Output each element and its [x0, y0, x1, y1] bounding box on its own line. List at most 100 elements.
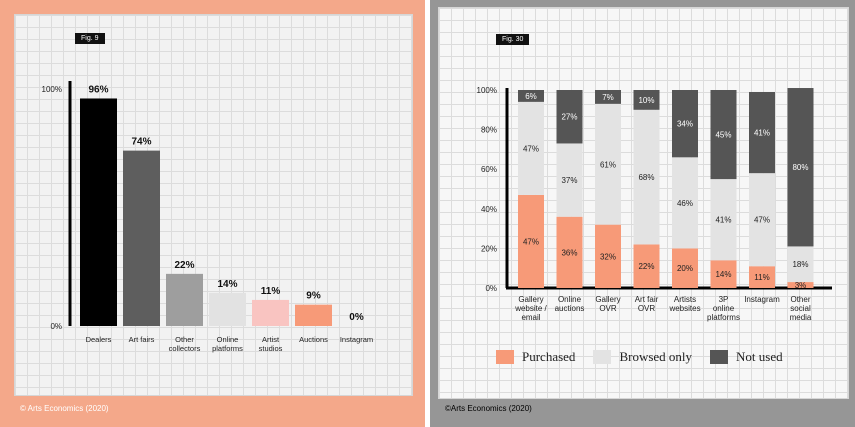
fig30-x-label-artists-websites-1: Artists — [674, 295, 696, 304]
fig30-segment-gallery-ovr-browsed-only — [595, 103, 621, 225]
fig30-y-tick-60: 60% — [481, 165, 497, 174]
fig30-segment-gallery-website-email-browsed-only — [518, 101, 544, 195]
fig9-x-label-dealers: Dealers — [86, 335, 112, 344]
fig30-segment-3p-online-platforms-browsed-only — [710, 179, 737, 261]
panel-divider — [425, 0, 430, 427]
fig9-bar-artist-studios — [252, 299, 289, 326]
fig30-value-label-art-fair-ovr-not-used: 10% — [638, 96, 654, 105]
fig9-y-tick-0: 0% — [50, 322, 62, 331]
fig30-x-label-instagram: Instagram — [744, 295, 780, 304]
credit-right: ©Arts Economics (2020) — [445, 404, 532, 413]
fig9-x-label-other-collectors-2: collectors — [169, 344, 201, 353]
fig30-y-tick-0: 0% — [485, 284, 497, 293]
fig30-x-label-gallery-website-email-2: website / — [514, 304, 547, 313]
fig30-value-label-artists-websites-browsed-only: 46% — [677, 199, 693, 208]
fig30-x-label-online-auctions-1: Online — [558, 295, 582, 304]
legend-swatch-browsed — [593, 350, 612, 364]
fig30-value-label-gallery-ovr-purchased: 32% — [600, 252, 616, 261]
fig9-bar-dealers — [80, 98, 117, 326]
fig9-y-tick-100: 100% — [42, 85, 62, 94]
fig30-x-label-other-social-media-2: social — [790, 304, 811, 313]
fig30-x-label-other-social-media-3: media — [790, 313, 812, 322]
left-panel: Fig. 9 100% 0% 96% Dealers 74% Art fairs 22% Ot… — [0, 0, 425, 427]
fig30-x-label-art-fair-ovr-1: Art fair — [635, 295, 659, 304]
fig9-x-label-instagram: Instagram — [340, 335, 373, 344]
fig30-value-label-3p-online-platforms-browsed-only: 41% — [715, 216, 731, 225]
fig9-value-label-art-fairs: 74% — [131, 137, 151, 148]
fig30-y-tick-100: 100% — [477, 86, 497, 95]
legend-item-browsed: Browsed only — [593, 349, 692, 365]
legend-swatch-purchased — [496, 350, 514, 364]
fig30-x-label-gallery-ovr-1: Gallery — [595, 295, 620, 304]
fig30-x-label-art-fair-ovr-2: OVR — [638, 304, 656, 313]
fig9-x-label-artist-studios-2: studios — [259, 344, 283, 353]
fig30-value-label-instagram-not-used: 41% — [754, 129, 770, 138]
legend-label-browsed: Browsed only — [619, 349, 693, 364]
fig30-value-label-gallery-website-email-not-used: 6% — [525, 92, 537, 101]
fig30-value-label-instagram-browsed-only: 47% — [754, 216, 770, 225]
fig30-segment-instagram-not-used — [749, 91, 775, 174]
fig30-value-label-other-social-media-purchased: 3% — [795, 281, 807, 290]
fig30-x-label-3p-online-platforms-1: 3P — [719, 295, 729, 304]
fig30-segment-online-auctions-not-used — [556, 90, 583, 144]
fig30-x-label-3p-online-platforms-3: platforms — [707, 313, 740, 322]
fig30-x-label-gallery-website-email-1: Gallery — [518, 295, 543, 304]
fig30-value-label-online-auctions-purchased: 36% — [561, 248, 577, 257]
fig30-value-label-3p-online-platforms-purchased: 14% — [715, 270, 731, 279]
fig9-value-label-artist-studios: 11% — [261, 286, 281, 297]
fig9-value-label-other-collectors: 22% — [174, 260, 194, 271]
fig30-segment-online-auctions-browsed-only — [556, 143, 583, 217]
fig9-value-label-online-platforms: 14% — [217, 279, 237, 290]
fig30-value-label-gallery-ovr-browsed-only: 61% — [600, 160, 616, 169]
fig30-segment-other-social-media-browsed-only — [787, 246, 814, 283]
fig30-value-label-artists-websites-not-used: 34% — [677, 120, 693, 129]
fig30-value-label-other-social-media-browsed-only: 18% — [792, 260, 808, 269]
fig30-segment-instagram-purchased — [749, 266, 775, 288]
fig30-segment-gallery-ovr-purchased — [595, 224, 621, 288]
fig9-bar-auctions — [295, 304, 332, 326]
fig30-segment-art-fair-ovr-not-used — [633, 90, 660, 110]
right-panel: Fig. 30 0% 20% 40% 60% 80% 100% 47% 47% 6% Galler… — [430, 0, 855, 427]
fig9-label: Fig. 9 — [75, 33, 105, 44]
fig9-x-label-online-platforms-1: Online — [217, 335, 239, 344]
fig30-x-label-artists-websites-2: websites — [668, 304, 700, 313]
fig30-segment-other-social-media-not-used — [787, 88, 814, 247]
fig30-y-tick-20: 20% — [481, 244, 497, 253]
fig30-value-label-3p-online-platforms-not-used: 45% — [715, 131, 731, 140]
fig9-x-label-art-fairs: Art fairs — [129, 335, 155, 344]
fig30-y-tick-40: 40% — [481, 205, 497, 214]
legend-item-purchased: Purchased — [496, 349, 575, 365]
fig30-value-label-art-fair-ovr-browsed-only: 68% — [638, 173, 654, 182]
fig30-value-label-artists-websites-purchased: 20% — [677, 264, 693, 273]
fig30-segment-gallery-website-email-not-used — [518, 90, 544, 102]
fig9-bar-other-collectors — [166, 273, 203, 326]
credit-left: © Arts Economics (2020) — [20, 404, 109, 413]
fig9-bar-art-fairs — [123, 150, 160, 326]
fig9-bar-online-platforms — [209, 292, 246, 326]
fig30-segment-artists-websites-not-used — [672, 90, 698, 158]
fig30-x-label-gallery-website-email-3: email — [521, 313, 540, 322]
fig9-x-label-online-platforms-2: platforms — [212, 344, 243, 353]
fig30-value-label-instagram-purchased: 11% — [754, 273, 769, 282]
fig30-value-label-gallery-website-email-browsed-only: 47% — [523, 144, 539, 153]
legend-label-not-used: Not used — [736, 349, 783, 364]
fig30-legend: Purchased Browsed only Not used — [496, 349, 783, 365]
fig30-value-label-other-social-media-not-used: 80% — [792, 163, 808, 172]
fig9-value-label-instagram: 0% — [349, 312, 364, 323]
fig30-value-label-online-auctions-not-used: 27% — [561, 113, 577, 122]
fig30-value-label-art-fair-ovr-purchased: 22% — [638, 262, 654, 271]
fig30-segment-artists-websites-browsed-only — [672, 157, 698, 249]
fig30-label: Fig. 30 — [496, 34, 530, 45]
fig30-segment-art-fair-ovr-browsed-only — [633, 109, 660, 245]
fig30-segment-artists-websites-purchased — [672, 248, 698, 288]
legend-item-not-used: Not used — [710, 349, 783, 365]
fig30-segment-instagram-browsed-only — [749, 173, 775, 267]
fig30-segment-3p-online-platforms-not-used — [710, 90, 737, 180]
fig30-x-label-online-auctions-2: auctions — [555, 304, 585, 313]
fig30-x-label-other-social-media-1: Other — [790, 295, 810, 304]
fig30-value-label-gallery-website-email-purchased: 47% — [523, 237, 539, 246]
fig30-x-label-3p-online-platforms-2: online — [713, 304, 735, 313]
chart-fig30: 0%20%40%60%80%100%47%47%6%Gallerywebsite… — [477, 86, 832, 322]
left-chart-card: Fig. 9 100% 0% 96% Dealers 74% Art fairs 22% Ot… — [14, 14, 413, 396]
